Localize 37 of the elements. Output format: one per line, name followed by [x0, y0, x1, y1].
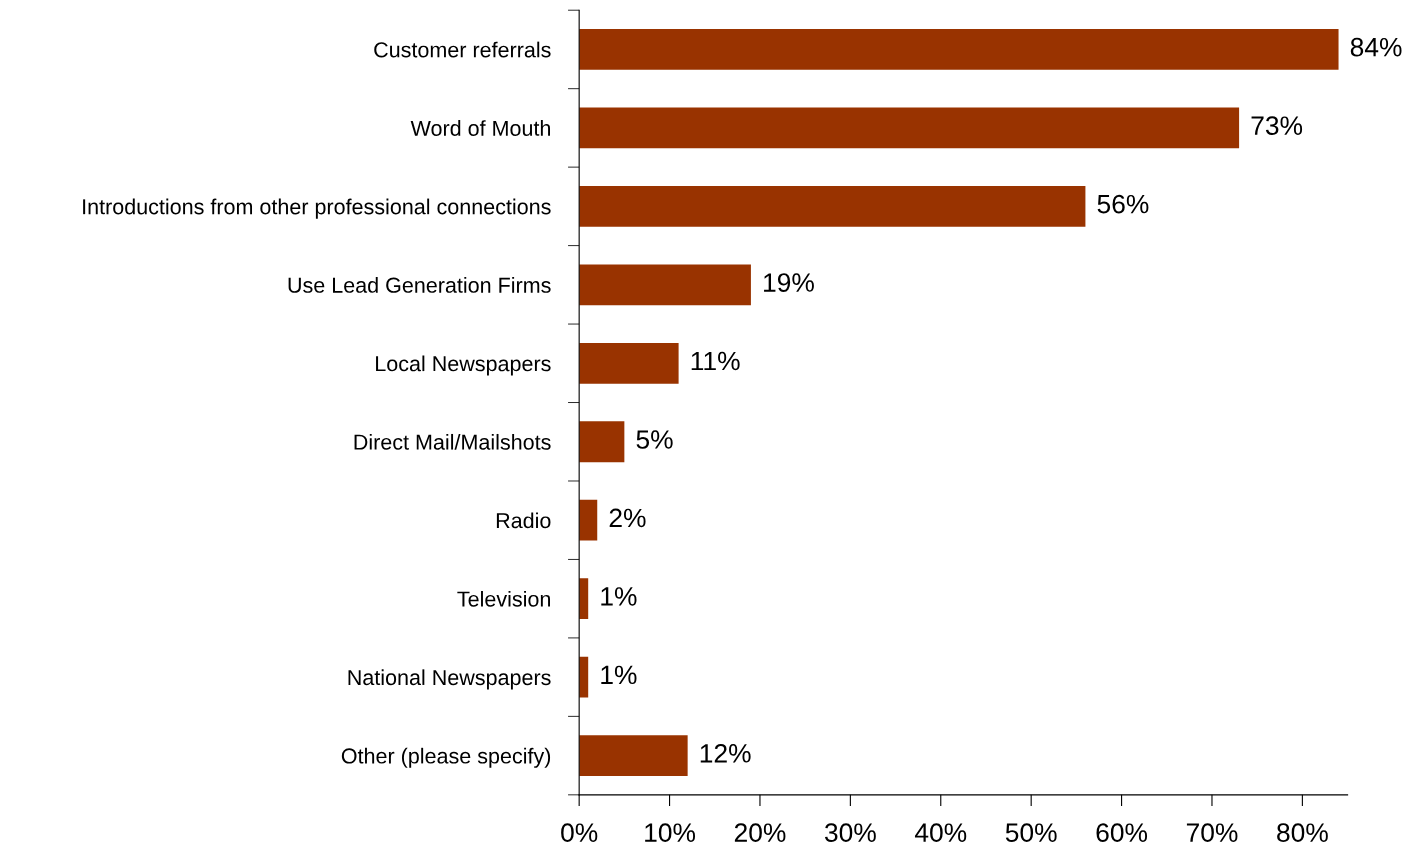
- data-label: 12%: [700, 744, 751, 763]
- data-label: 11%: [691, 351, 740, 371]
- y-tick-label: Customer referrals: [374, 41, 551, 58]
- y-tick-label: Use Lead Generation Firms: [288, 277, 551, 293]
- x-tick-label: 50%: [1005, 823, 1057, 842]
- bar: [579, 29, 1339, 70]
- x-tick-label: 30%: [824, 823, 876, 842]
- data-label: 19%: [764, 273, 814, 292]
- y-tick-label: Local Newspapers: [376, 355, 551, 376]
- data-label: 5%: [636, 430, 673, 449]
- data-label: 2%: [609, 508, 646, 528]
- bar: [579, 185, 1086, 227]
- y-tick-label: Direct Mail/Mailshots: [354, 433, 551, 450]
- y-tick-label: Other (please specify): [341, 747, 551, 768]
- bar: [579, 264, 751, 306]
- x-tick-label: 60%: [1096, 823, 1148, 842]
- y-tick-label: National Newspapers: [348, 669, 551, 690]
- bar: [579, 342, 679, 384]
- data-label: 73%: [1251, 116, 1303, 135]
- x-tick-label: 10%: [645, 823, 696, 842]
- bar: [579, 499, 598, 541]
- data-label: 1%: [601, 587, 637, 606]
- y-tick-label: Television: [457, 590, 550, 607]
- bar: [579, 421, 625, 463]
- x-tick-label: 40%: [914, 823, 967, 842]
- bar: [579, 735, 688, 776]
- y-tick-label: Radio: [496, 512, 551, 529]
- y-tick-label: Introductions from other professional connections: [83, 198, 551, 219]
- data-label: 1%: [601, 665, 637, 685]
- y-tick-label: Word of Mouth: [410, 120, 550, 136]
- data-label: 84%: [1350, 37, 1402, 57]
- bar: [579, 107, 1240, 149]
- x-tick-label: 80%: [1277, 823, 1328, 842]
- x-tick-label: 0%: [561, 823, 598, 842]
- x-tick-label: 70%: [1186, 823, 1238, 842]
- data-label: 56%: [1097, 194, 1149, 214]
- x-tick-label: 20%: [734, 823, 786, 842]
